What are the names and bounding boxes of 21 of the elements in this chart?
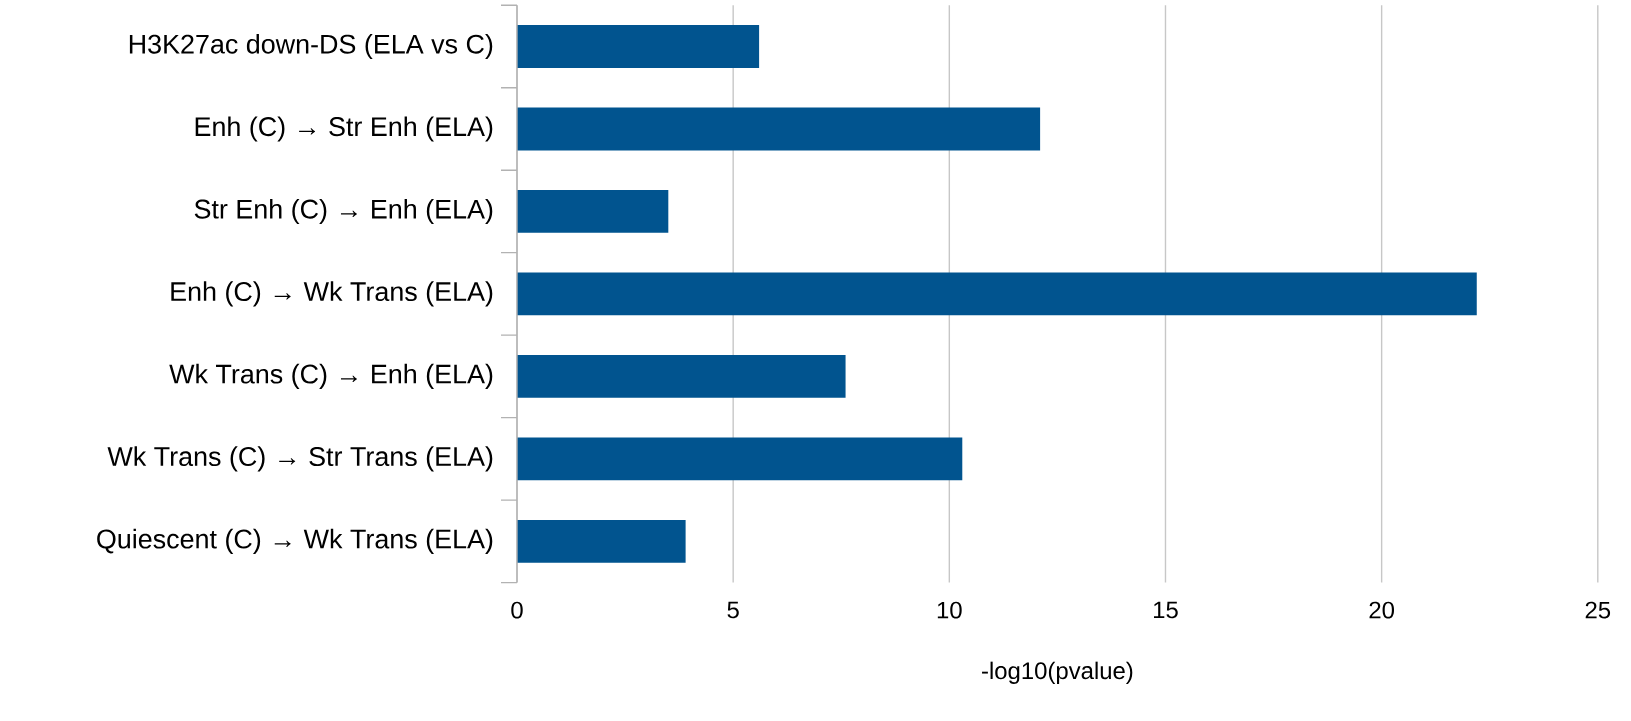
y-tick-label: Wk Trans (C) → Str Trans (ELA) — [107, 446, 493, 472]
y-tick-label: Wk Trans (C) → Enh (ELA) — [169, 363, 493, 389]
bar — [517, 107, 1041, 151]
y-tick-label: Enh (C) → Wk Trans (ELA) — [171, 281, 493, 307]
y-tick-label: Str Enh (C) → Enh (ELA) — [194, 198, 493, 224]
x-tick-label: 10 — [937, 601, 962, 619]
x-tick-label: 15 — [1154, 601, 1178, 619]
bar — [517, 354, 846, 398]
y-tick-label: Enh (C) → Str Enh (ELA) — [195, 116, 493, 142]
y-tick-label: Quiescent (C) → Wk Trans (ELA) — [97, 528, 493, 554]
x-tick-label: 20 — [1369, 601, 1395, 619]
x-tick-label: 25 — [1585, 601, 1611, 619]
x-axis-title: -log10(pvalue) — [982, 661, 1133, 684]
y-tick-label: H3K27ac down-DS (ELA vs C) — [129, 33, 493, 59]
x-tick-label: 0 — [511, 601, 523, 619]
bar — [517, 437, 963, 481]
bar — [517, 25, 760, 68]
bar — [517, 189, 669, 233]
bar — [517, 272, 1477, 316]
x-tick-label: 5 — [727, 601, 739, 619]
bar — [517, 519, 686, 563]
